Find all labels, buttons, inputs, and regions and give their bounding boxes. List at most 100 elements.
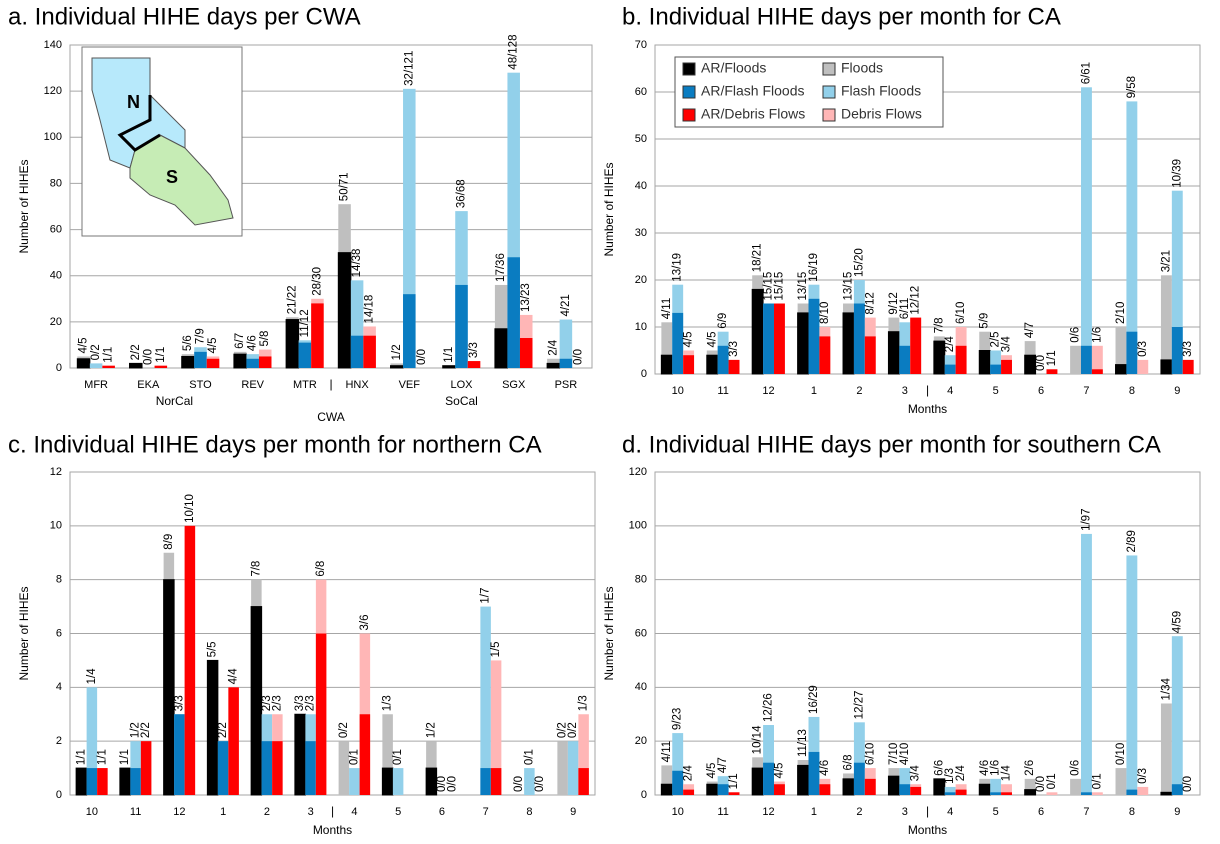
bar <box>706 783 719 796</box>
value-label: 0/1 <box>1091 773 1103 789</box>
value-label: 4/7 <box>717 757 729 773</box>
value-label: 4/11 <box>661 298 673 320</box>
y-axis-label: Number of HIHEs <box>17 586 31 680</box>
x-tick-label: STO <box>189 379 212 391</box>
x-tick-label: 2 <box>856 385 862 397</box>
separator: | <box>926 804 929 818</box>
value-label: 8/12 <box>864 292 876 314</box>
y-tick-label: 12 <box>50 466 62 478</box>
bar <box>728 359 740 374</box>
bar <box>559 319 573 368</box>
value-label: 17/36 <box>495 253 507 282</box>
value-label: 4/5 <box>78 337 90 353</box>
bar <box>842 312 855 375</box>
y-tick-label: 120 <box>629 466 647 478</box>
value-label: 4/11 <box>661 741 673 763</box>
value-label: 1/3 <box>944 768 956 784</box>
value-label: 5/9 <box>979 313 991 329</box>
y-tick-label: 60 <box>635 627 647 639</box>
x-tick-label: 6 <box>1038 806 1044 818</box>
value-label: 3/21 <box>1160 250 1172 272</box>
bar <box>990 778 1002 795</box>
value-label: 9/58 <box>1126 76 1138 98</box>
bar <box>480 768 491 795</box>
bar <box>89 363 103 368</box>
value-label: 0/2 <box>338 722 350 738</box>
value-label: 2/3 <box>305 695 317 711</box>
y-tick-label: 100 <box>629 520 647 532</box>
bar <box>194 351 207 368</box>
value-label: 2/4 <box>955 765 967 782</box>
bar <box>557 741 568 795</box>
value-label: 4/5 <box>683 332 695 348</box>
x-tick-label: 2 <box>856 806 862 818</box>
legend-swatch <box>822 62 836 76</box>
y-tick-label: 20 <box>50 316 62 328</box>
plot-frame <box>654 471 1201 796</box>
bar <box>546 362 561 369</box>
bar <box>853 762 865 795</box>
x-axis-label: CWA <box>317 410 345 424</box>
value-label: 0/2 <box>567 722 579 738</box>
value-label: 6/10 <box>864 743 876 765</box>
value-label: 2/6 <box>1024 760 1036 776</box>
bar <box>978 783 991 796</box>
value-label: 1/1 <box>728 773 740 789</box>
bar <box>403 294 416 368</box>
bar <box>102 365 115 368</box>
y-tick-label: 100 <box>44 131 62 143</box>
bar <box>1171 784 1183 795</box>
plot-frame <box>69 44 593 369</box>
bar <box>1024 778 1036 795</box>
bar <box>311 303 324 368</box>
bar <box>944 792 956 795</box>
x-tick-label: 12 <box>762 385 774 397</box>
bar <box>717 784 729 795</box>
bar <box>1115 768 1127 795</box>
bar <box>978 350 991 375</box>
bar <box>1115 327 1127 374</box>
value-label: 4/6 <box>247 335 259 351</box>
value-label: 0/3 <box>1137 768 1149 784</box>
x-tick-label: SGX <box>502 379 526 391</box>
bar <box>808 751 820 795</box>
x-tick-label: 8 <box>1129 806 1135 818</box>
value-label: 16/29 <box>808 685 820 714</box>
separator: | <box>926 383 929 397</box>
value-label: 4/21 <box>560 294 572 316</box>
bar <box>808 298 820 374</box>
value-label: 2/4 <box>547 339 559 356</box>
bar <box>1126 789 1138 795</box>
bar <box>381 767 394 796</box>
bar <box>1024 789 1037 796</box>
bar <box>1160 359 1173 375</box>
region-border <box>117 95 161 152</box>
legend-label: AR/Debris Flows <box>701 106 805 122</box>
bar <box>899 784 911 795</box>
value-label: 4/6 <box>979 760 991 776</box>
value-label: 1/3 <box>382 695 394 711</box>
separator: | <box>329 377 332 391</box>
bar <box>390 365 404 369</box>
value-label: 2/10 <box>1115 302 1127 324</box>
bar <box>261 741 273 795</box>
bar <box>763 725 774 795</box>
y-tick-label: 0 <box>56 789 62 801</box>
bar <box>990 792 1002 795</box>
bar <box>338 741 350 795</box>
y-tick-label: 60 <box>50 223 62 235</box>
value-label: 6/7 <box>234 333 246 349</box>
x-tick-label: 10 <box>672 806 684 818</box>
value-label: 0/2 <box>557 722 569 738</box>
value-label: 4/7 <box>1024 322 1036 338</box>
bar <box>661 765 673 795</box>
bar <box>480 606 491 795</box>
value-label: 5/5 <box>207 641 219 657</box>
bar <box>1137 359 1149 374</box>
chart-title: d. Individual HIHE days per month for so… <box>622 431 1161 458</box>
bar <box>933 778 946 796</box>
bar <box>955 345 967 374</box>
bar <box>933 340 946 375</box>
x-tick-label: 8 <box>1129 385 1135 397</box>
x-tick-label: 11 <box>130 806 141 818</box>
